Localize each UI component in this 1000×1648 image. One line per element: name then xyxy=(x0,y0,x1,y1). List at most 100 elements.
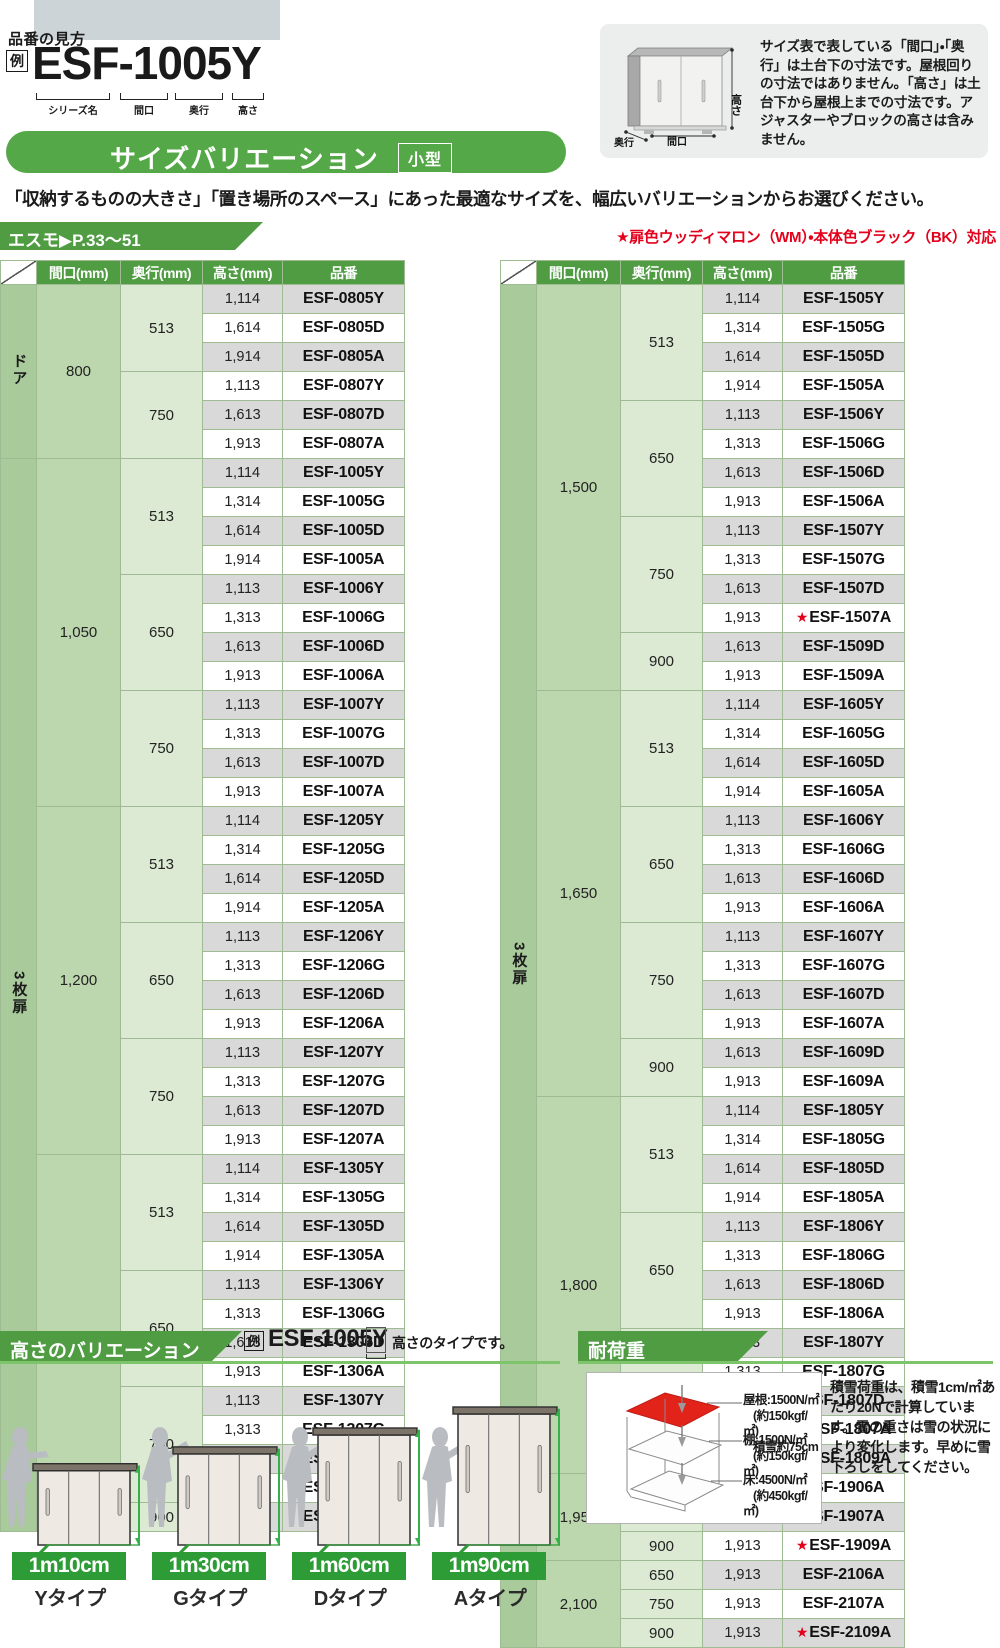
table-row: 1,313 ESF-1306G xyxy=(1,1299,405,1329)
part-number-cell[interactable]: ESF-1207Y xyxy=(282,1038,405,1068)
part-number-cell[interactable]: ESF-1306Y xyxy=(282,1270,405,1300)
table-row: 1,313 ESF-1606G xyxy=(501,835,905,865)
part-number-cell[interactable]: ESF-1505Y xyxy=(782,284,905,314)
part-number-cell[interactable]: ESF-1505D xyxy=(782,342,905,372)
part-number-cell[interactable]: ESF-1807Y xyxy=(782,1328,905,1358)
part-number-cell[interactable]: ESF-1609D xyxy=(782,1038,905,1068)
part-number-cell[interactable]: ESF-1805A xyxy=(782,1183,905,1213)
part-number-cell[interactable]: ESF-1307Y xyxy=(282,1386,405,1416)
height-cell: 1,614 xyxy=(202,516,283,546)
part-number-cell[interactable]: ESF-1007D xyxy=(282,748,405,778)
part-number-cell[interactable]: ESF-1509A xyxy=(782,661,905,691)
part-number-cell[interactable]: ESF-1507Y xyxy=(782,516,905,546)
part-number-cell[interactable]: ESF-1207D xyxy=(282,1096,405,1126)
part-number-cell[interactable]: ESF-1605D xyxy=(782,748,905,778)
part-number-cell[interactable]: ESF-1806G xyxy=(782,1241,905,1271)
part-number-cell[interactable]: ESF-1606D xyxy=(782,864,905,894)
part-number-cell[interactable]: ESF-1306D xyxy=(282,1328,405,1358)
part-number-cell[interactable]: ESF-1506Y xyxy=(782,400,905,430)
part-number-cell[interactable]: ESF-0807Y xyxy=(282,371,405,401)
part-number-cell[interactable]: ESF-1507G xyxy=(782,545,905,575)
part-number-cell[interactable]: ESF-1505A xyxy=(782,371,905,401)
part-number-cell[interactable]: ESF-1805D xyxy=(782,1154,905,1184)
part-number-cell[interactable]: ESF-1006D xyxy=(282,632,405,662)
part-number-cell[interactable]: ESF-1605G xyxy=(782,719,905,749)
part-number-cell[interactable]: ESF-1006A xyxy=(282,661,405,691)
height-cell: 1,113 xyxy=(202,1270,283,1300)
segment-label-width: 間口 xyxy=(134,106,154,117)
part-number-cell[interactable]: ★ESF-1909A xyxy=(782,1531,905,1561)
part-number-cell[interactable]: ESF-0805A xyxy=(282,342,405,372)
part-number-cell[interactable]: ESF-1805Y xyxy=(782,1096,905,1126)
height-cell: 1,114 xyxy=(702,284,783,314)
part-number-cell[interactable]: ESF-1207A xyxy=(282,1125,405,1155)
part-number-cell[interactable]: ESF-1306G xyxy=(282,1299,405,1329)
part-number-cell[interactable]: ESF-1606Y xyxy=(782,806,905,836)
part-number-cell[interactable]: ESF-1506G xyxy=(782,429,905,459)
height-cell: 1,314 xyxy=(202,487,283,517)
part-number-cell[interactable]: ESF-1305A xyxy=(282,1241,405,1271)
part-number-cell[interactable]: ESF-1806Y xyxy=(782,1212,905,1242)
depth-cell: 650 xyxy=(120,574,203,691)
part-number-cell[interactable]: ESF-1605Y xyxy=(782,690,905,720)
part-number-cell[interactable]: ESF-1507D xyxy=(782,574,905,604)
segment-label-depth: 奥行 xyxy=(189,106,209,117)
part-number-cell[interactable]: ESF-1806D xyxy=(782,1270,905,1300)
part-number-cell[interactable]: ESF-1007A xyxy=(282,777,405,807)
part-number-cell[interactable]: ESF-1509D xyxy=(782,632,905,662)
part-number-cell[interactable]: ESF-1607D xyxy=(782,980,905,1010)
part-number-cell[interactable]: ESF-1206G xyxy=(282,951,405,981)
height-variation-type-label: Aタイプ xyxy=(453,1588,527,1610)
part-number-cell[interactable]: ESF-1207G xyxy=(282,1067,405,1097)
height-cell: 1,913 xyxy=(702,1560,783,1590)
part-number-cell[interactable]: ESF-0807A xyxy=(282,429,405,459)
part-number-cell[interactable]: ESF-1607A xyxy=(782,1009,905,1039)
part-number-cell[interactable]: ESF-1006G xyxy=(282,603,405,633)
part-number-cell[interactable]: ESF-1305G xyxy=(282,1183,405,1213)
part-number-cell[interactable]: ESF-1805G xyxy=(782,1125,905,1155)
part-number-cell[interactable]: ESF-0807D xyxy=(282,400,405,430)
part-number-cell[interactable]: ESF-1205D xyxy=(282,864,405,894)
part-number-cell[interactable]: ESF-1007G xyxy=(282,719,405,749)
height-cell: 1,313 xyxy=(202,719,283,749)
part-number-cell[interactable]: ESF-1605A xyxy=(782,777,905,807)
part-number-cell[interactable]: ESF-1205Y xyxy=(282,806,405,836)
part-number-cell[interactable]: ESF-1005G xyxy=(282,487,405,517)
part-number-cell[interactable]: ESF-1607Y xyxy=(782,922,905,952)
part-number-cell[interactable]: ESF-1205A xyxy=(282,893,405,923)
height-cell: 1,313 xyxy=(702,951,783,981)
part-number-cell[interactable]: ESF-1505G xyxy=(782,313,905,343)
part-number-cell[interactable]: ESF-1205G xyxy=(282,835,405,865)
part-number-cell[interactable]: ESF-1606A xyxy=(782,893,905,923)
table-row: 1,800 513 1,114 ESF-1805Y xyxy=(501,1096,905,1474)
table-row: 1,314 ESF-1605G xyxy=(501,719,905,749)
part-number-cell[interactable]: ESF-2106A xyxy=(782,1560,905,1590)
size-table-left: 間口(mm) 奥行(mm) 高さ(mm) 品番 ドア 800 513 1,114 ESF… xyxy=(0,260,405,1532)
part-number-cell[interactable]: ESF-1606G xyxy=(782,835,905,865)
part-number-cell[interactable]: ★ESF-2109A xyxy=(782,1618,905,1648)
part-number-cell[interactable]: ESF-1305Y xyxy=(282,1154,405,1184)
table-row: 2,100 650 1,913 ESF-2106A xyxy=(501,1560,905,1648)
part-number-cell[interactable]: ESF-1005D xyxy=(282,516,405,546)
part-number-cell[interactable]: ESF-0805Y xyxy=(282,284,405,314)
part-number-cell[interactable]: ESF-1006Y xyxy=(282,574,405,604)
part-number-cell[interactable]: ESF-1609A xyxy=(782,1067,905,1097)
part-number-cell[interactable]: ESF-1806A xyxy=(782,1299,905,1329)
part-number-cell[interactable]: ESF-2107A xyxy=(782,1589,905,1619)
esumo-page-tab[interactable] xyxy=(0,222,235,250)
part-number-cell[interactable]: ESF-1005Y xyxy=(282,458,405,488)
part-number-cell[interactable]: ESF-1206Y xyxy=(282,922,405,952)
height-cell: 1,913 xyxy=(702,1009,783,1039)
part-number-cell[interactable]: ESF-1206D xyxy=(282,980,405,1010)
part-number-cell[interactable]: ESF-1506D xyxy=(782,458,905,488)
part-number-cell[interactable]: ESF-1607G xyxy=(782,951,905,981)
part-number-cell[interactable]: ESF-0805D xyxy=(282,313,405,343)
door-type-label: 3枚扉 xyxy=(510,941,528,987)
part-number-cell[interactable]: ESF-1206A xyxy=(282,1009,405,1039)
segment-bracket-height xyxy=(232,93,264,100)
part-number-cell[interactable]: ESF-1305D xyxy=(282,1212,405,1242)
part-number-cell[interactable]: ESF-1005A xyxy=(282,545,405,575)
part-number-cell[interactable]: ESF-1007Y xyxy=(282,690,405,720)
part-number-cell[interactable]: ★ESF-1507A xyxy=(782,603,905,633)
part-number-cell[interactable]: ESF-1506A xyxy=(782,487,905,517)
